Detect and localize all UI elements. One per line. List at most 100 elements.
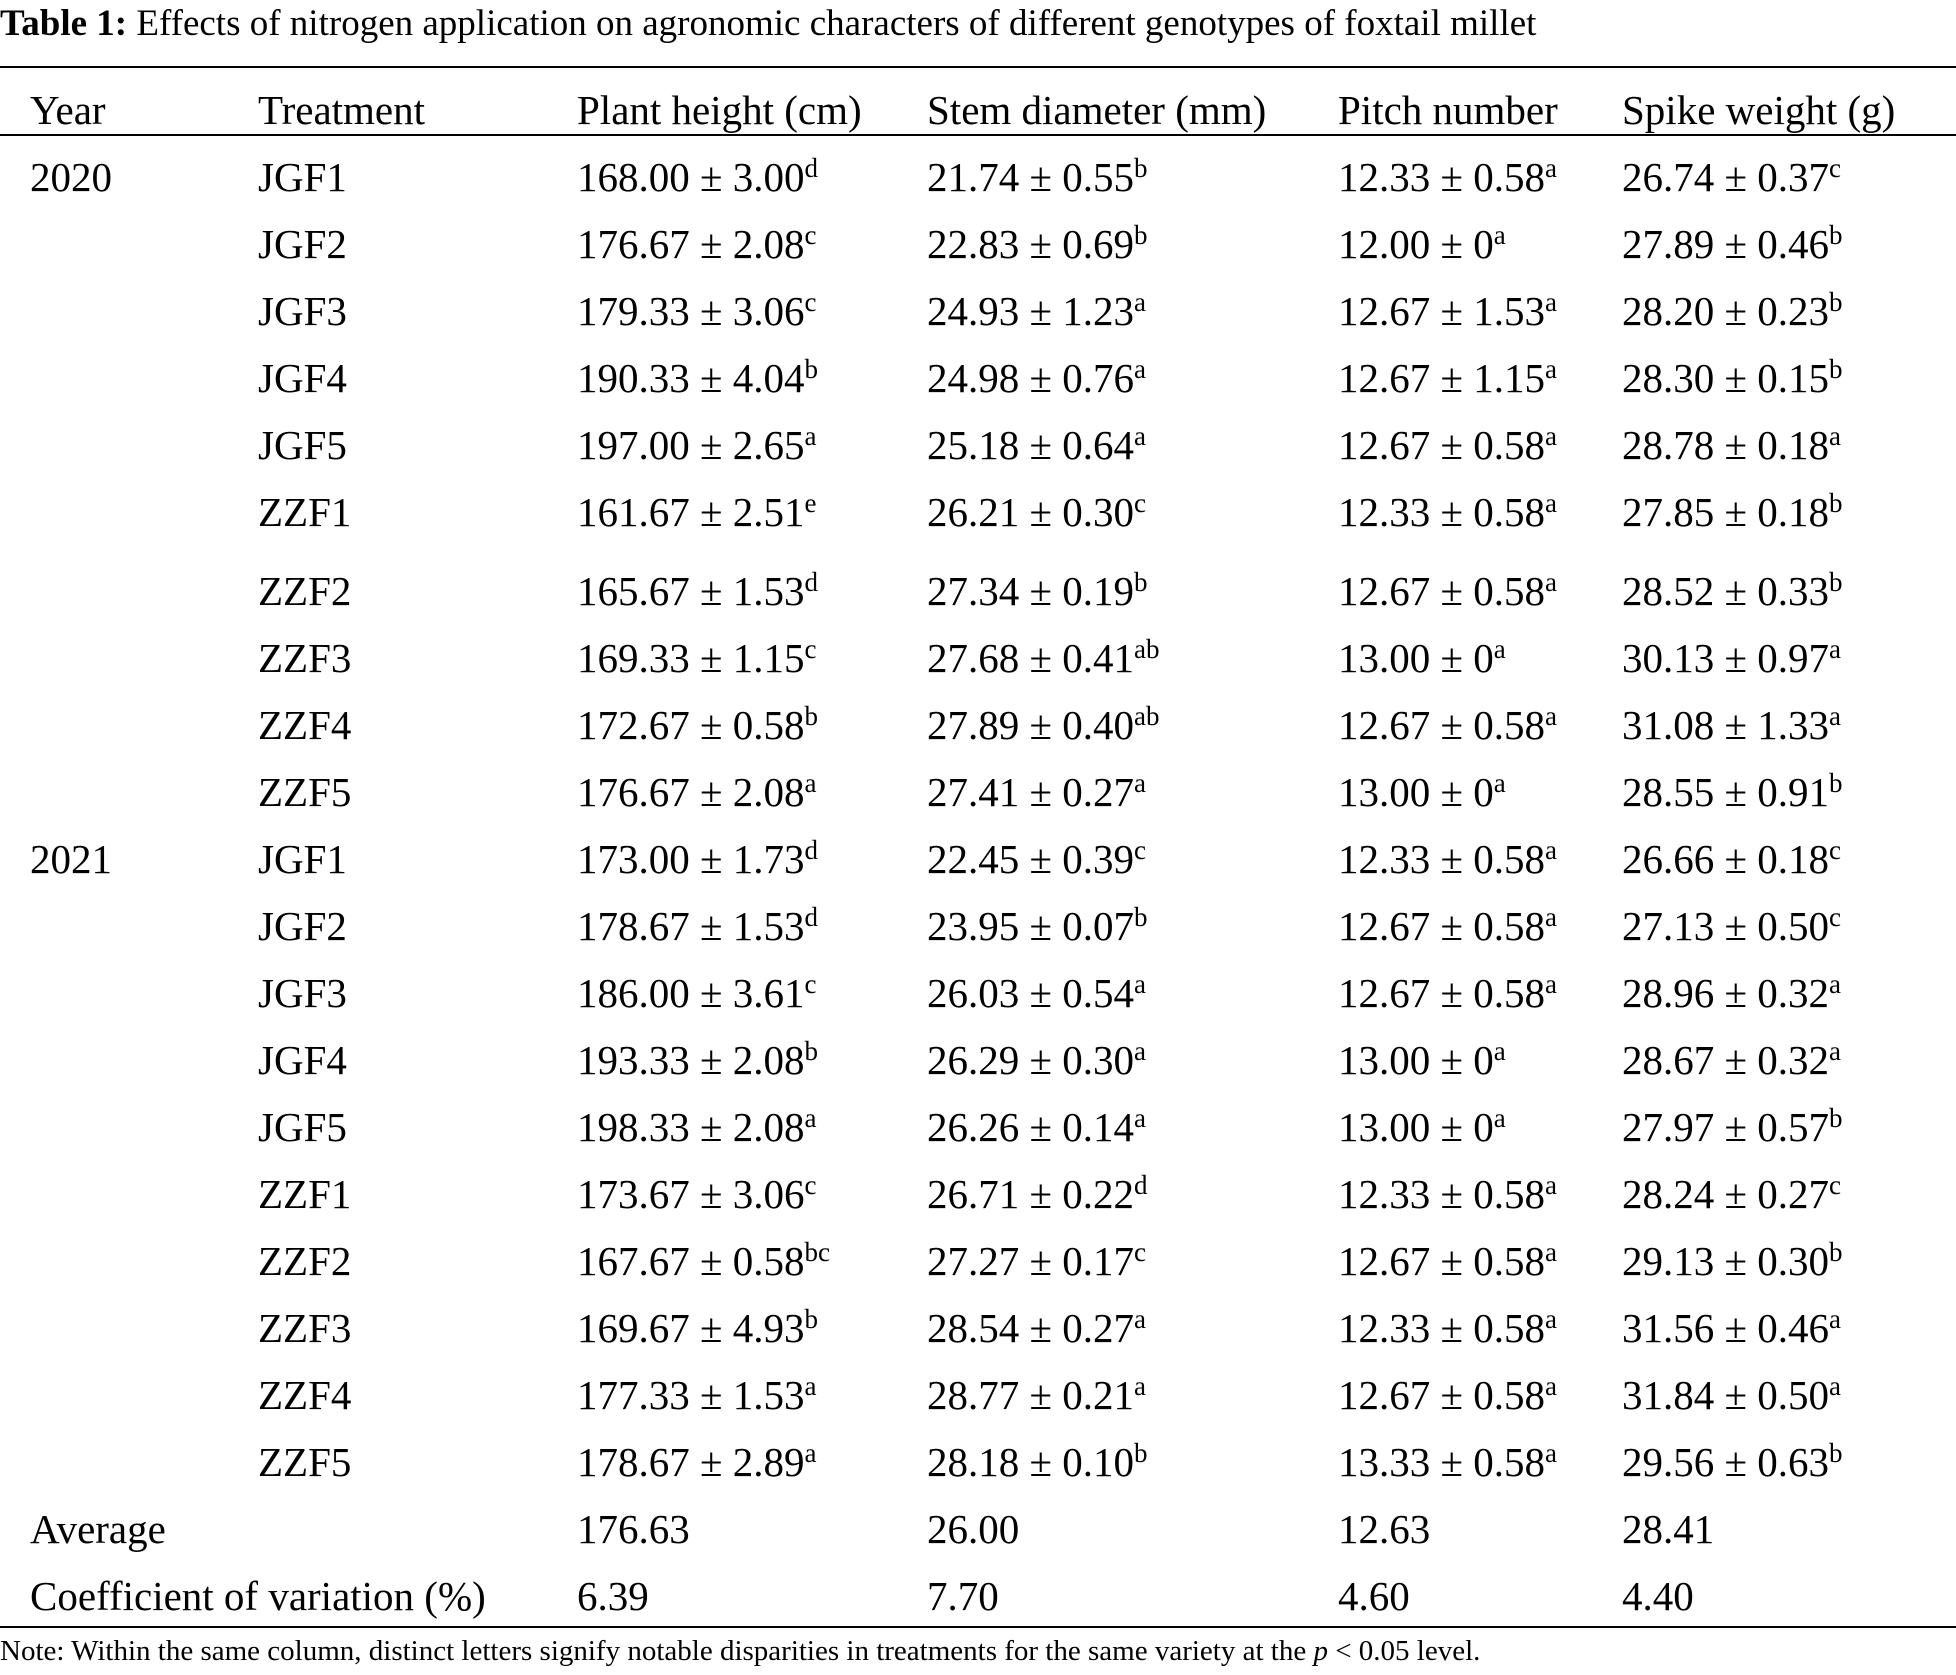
cell-pitch-number: 12.67 ± 0.58a [1338,423,1557,468]
cell-value: 168.00 ± 3.00 [577,154,805,200]
summary-cell-stem-diameter: 26.00 [927,1506,1020,1552]
cell-pitch-number: 12.67 ± 1.15a [1338,356,1557,401]
cell-value: 29.56 ± 0.63 [1622,1439,1830,1485]
significance-letter: a [804,1371,817,1401]
significance-letter: a [1545,287,1557,317]
summary-cell-stem-diameter: 7.70 [927,1573,999,1619]
table-row: JGF4 193.33 ± 2.08b 26.29 ± 0.30a 13.00 ± 0… [0,1036,1956,1083]
table-top-rule [0,66,1956,68]
significance-letter: c [804,634,817,664]
table-row: JGF5 197.00 ± 2.65a 25.18 ± 0.64a 12.67 ± 0… [0,422,1956,468]
summary-cell-plant-height: 6.39 [577,1573,649,1619]
cell-value: 24.98 ± 0.76 [927,355,1135,401]
cell-value: 177.33 ± 1.53 [577,1372,805,1418]
cell-value: 190.33 ± 4.04 [577,355,805,401]
significance-letter: a [804,768,817,798]
cell-pitch-number: 12.33 ± 0.58a [1338,154,1557,200]
cell-treatment: JGF3 [258,970,347,1016]
cell-plant-height: 176.67 ± 2.08a [577,768,817,815]
cell-value: 28.30 ± 0.15 [1622,355,1830,401]
cell-value: 12.33 ± 0.58 [1338,154,1546,200]
cell-value: 27.89 ± 0.40 [927,702,1135,748]
cell-value: 12.67 ± 0.58 [1338,1372,1546,1418]
cell-pitch-number: 12.67 ± 0.58a [1338,903,1557,949]
cell-plant-height: 177.33 ± 1.53a [577,1371,817,1418]
significance-letter: a [1134,969,1146,999]
significance-letter: d [804,567,819,597]
table-row: ZZF5 178.67 ± 2.89a 28.18 ± 0.10b 13.33 ± 0… [0,1438,1956,1485]
cell-stem-diameter: 28.77 ± 0.21a [927,1373,1146,1418]
cell-value: 27.13 ± 0.50 [1622,903,1830,949]
significance-letter: a [1134,1036,1146,1066]
table-row: ZZF2 165.67 ± 1.53d 27.34 ± 0.19b 12.67 ± 0… [0,567,1956,614]
significance-letter: a [1134,1103,1146,1133]
significance-letter: b [1829,1103,1843,1133]
cell-stem-diameter: 24.93 ± 1.23a [927,289,1146,334]
table-row: JGF5 198.33 ± 2.08a 26.26 ± 0.14a 13.00 ± 0… [0,1103,1956,1150]
cell-pitch-number: 12.67 ± 0.58a [1338,569,1557,614]
cell-stem-diameter: 25.18 ± 0.64a [927,423,1146,468]
cell-value: 12.67 ± 0.58 [1338,903,1546,949]
cell-plant-height: 186.00 ± 3.61c [577,969,817,1016]
cell-value: 161.67 ± 2.51 [577,489,805,535]
cell-value: 12.67 ± 1.53 [1338,288,1546,334]
cell-spike-weight: 28.20 ± 0.23b [1622,287,1843,334]
significance-letter: d [1134,1170,1148,1200]
cell-value: 13.00 ± 0 [1338,769,1494,815]
significance-letter: b [1829,354,1843,384]
cell-value: 28.78 ± 0.18 [1622,422,1830,468]
significance-letter: b [1829,287,1843,317]
cell-value: 178.67 ± 1.53 [577,903,805,949]
cell-pitch-number: 13.00 ± 0a [1338,1105,1506,1150]
cell-value: 176.67 ± 2.08 [577,769,805,815]
cell-value: 179.33 ± 3.06 [577,288,805,334]
significance-letter: a [1829,634,1841,664]
significance-letter: a [1829,1371,1841,1401]
significance-letter: a [1545,1371,1557,1401]
cell-value: 26.71 ± 0.22 [927,1171,1135,1217]
cell-value: 26.66 ± 0.18 [1622,836,1830,882]
cell-value: 27.85 ± 0.18 [1622,489,1830,535]
table-caption-text: Effects of nitrogen application on agron… [136,3,1537,44]
column-header-year: Year [30,87,106,133]
cell-plant-height: 179.33 ± 3.06c [577,288,817,334]
cell-stem-diameter: 26.21 ± 0.30c [927,488,1146,535]
cell-value: 27.27 ± 0.17 [927,1238,1135,1284]
cell-spike-weight: 28.78 ± 0.18a [1622,422,1841,468]
cell-value: 28.18 ± 0.10 [927,1439,1135,1485]
significance-letter: b [1829,768,1843,798]
column-header-treatment: Treatment [258,87,426,133]
cell-pitch-number: 12.67 ± 0.58a [1338,703,1557,748]
significance-letter: a [1493,1036,1506,1066]
summary-cell-pitch-number: 12.63 [1338,1506,1431,1552]
cell-year: 2020 [30,154,112,200]
significance-letter: a [1829,1304,1841,1334]
significance-letter: b [1134,902,1148,932]
significance-letter: b [1134,1438,1148,1468]
table-row: ZZF5 176.67 ± 2.08a 27.41 ± 0.27a 13.00 ± 0… [0,768,1956,815]
cell-treatment: JGF2 [258,903,347,949]
cell-pitch-number: 13.00 ± 0a [1338,1036,1506,1083]
cell-value: 27.68 ± 0.41 [927,635,1135,681]
cell-value: 178.67 ± 2.89 [577,1439,805,1485]
cell-treatment: ZZF5 [258,769,352,815]
cell-pitch-number: 12.67 ± 0.58a [1338,1239,1557,1284]
significance-letter: a [1545,1438,1557,1468]
table-row: ZZF4 172.67 ± 0.58b 27.89 ± 0.40ab 12.67 ± … [0,702,1956,748]
significance-letter: a [1493,768,1506,798]
cell-value: 28.52 ± 0.33 [1622,568,1830,614]
significance-letter: e [804,488,817,518]
cell-value: 173.00 ± 1.73 [577,836,805,882]
significance-letter: c [1134,488,1146,518]
cell-value: 198.33 ± 2.08 [577,1104,805,1150]
significance-letter: c [1829,902,1841,932]
cell-treatment: ZZF4 [258,702,352,748]
cell-value: 12.67 ± 0.58 [1338,970,1546,1016]
significance-letter: c [1829,153,1841,183]
cell-treatment: JGF1 [258,154,347,200]
significance-letter: c [804,969,817,999]
significance-letter: d [804,835,819,865]
cell-plant-height: 176.67 ± 2.08c [577,222,817,267]
cell-value: 172.67 ± 0.58 [577,702,805,748]
significance-letter: c [1134,835,1146,865]
